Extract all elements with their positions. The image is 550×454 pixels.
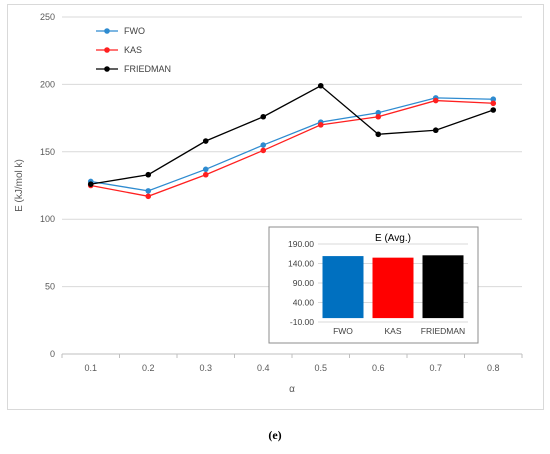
legend-label: FRIEDMAN: [124, 64, 171, 74]
x-tick-label: 0.4: [257, 363, 270, 373]
data-point: [317, 82, 324, 89]
data-point: [260, 142, 267, 148]
inset-bar: [422, 255, 464, 319]
y-tick-label: 50: [45, 282, 55, 292]
data-point: [375, 109, 382, 116]
legend-marker: [104, 47, 110, 53]
data-point: [87, 181, 94, 187]
y-tick-label: 0: [50, 349, 55, 359]
inset-x-tick-label: KAS: [384, 326, 401, 336]
data-point: [490, 96, 497, 103]
inset-bar: [322, 256, 364, 319]
inset-x-tick-label: FWO: [333, 326, 353, 336]
data-point: [490, 107, 497, 113]
data-point: [375, 113, 382, 120]
y-tick-label: 250: [40, 12, 55, 22]
y-tick-label: 200: [40, 79, 55, 89]
inset-x-tick-label: FRIEDMAN: [421, 326, 465, 336]
panel-caption: (e): [268, 428, 282, 442]
x-tick-label: 0.2: [142, 363, 155, 373]
x-tick-label: 0.3: [199, 363, 212, 373]
x-tick-label: 0.7: [429, 363, 442, 373]
series-line: [90, 84, 494, 185]
data-point: [260, 113, 267, 120]
inset-y-tick-label: 90.00: [293, 278, 315, 288]
series-line: [90, 97, 494, 192]
legend-label: KAS: [124, 45, 142, 55]
x-tick-label: 0.8: [487, 363, 500, 373]
legend-label: FWO: [124, 26, 145, 36]
legend-marker: [104, 28, 110, 34]
data-point: [202, 166, 209, 173]
data-point: [260, 147, 267, 154]
data-point: [145, 188, 152, 194]
data-point: [432, 97, 439, 104]
y-tick-label: 100: [40, 214, 55, 224]
inset-y-tick-label: -10.00: [290, 317, 314, 327]
inset-title: E (Avg.): [375, 233, 411, 244]
y-axis-title: E (kJ/mol k): [14, 159, 25, 212]
inset-y-tick-label: 190.00: [288, 239, 314, 249]
inset-y-tick-label: 140.00: [288, 259, 314, 269]
y-tick-label: 150: [40, 147, 55, 157]
data-point: [202, 171, 209, 178]
series-line: [90, 99, 494, 197]
x-tick-label: 0.6: [372, 363, 385, 373]
data-point: [490, 100, 497, 107]
x-tick-label: 0.5: [314, 363, 327, 373]
legend-marker: [104, 66, 110, 72]
inset-bar: [372, 257, 414, 319]
data-point: [202, 138, 209, 144]
data-point: [375, 131, 382, 138]
data-point: [432, 127, 439, 134]
inset-y-tick-label: 40.00: [293, 298, 315, 308]
data-point: [145, 171, 152, 178]
x-tick-label: 0.1: [84, 363, 97, 373]
data-point: [145, 193, 152, 200]
data-point: [317, 122, 324, 128]
x-axis-title: α: [289, 384, 295, 395]
